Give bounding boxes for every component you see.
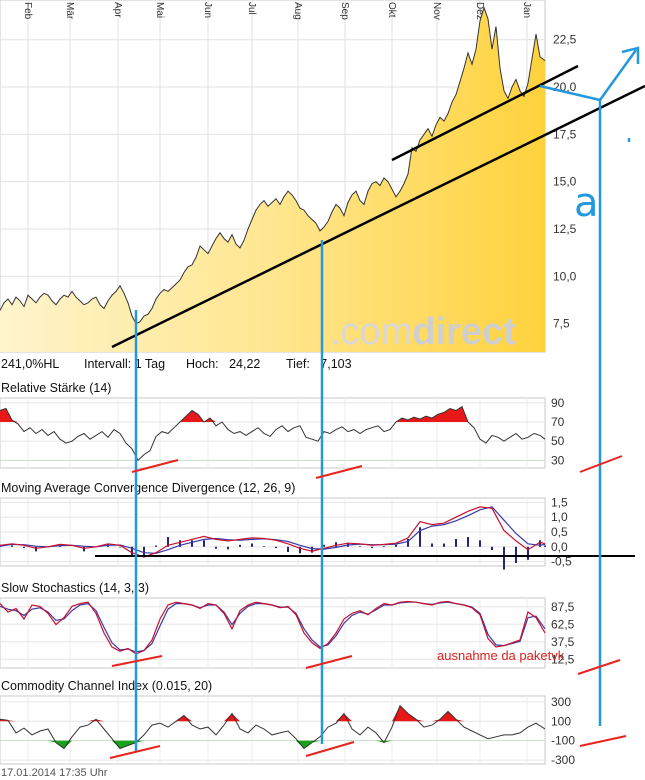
red-mark-stoch-1 bbox=[111, 655, 163, 667]
y-tick: 0,0 bbox=[551, 540, 568, 554]
red-mark-rsi-1 bbox=[131, 459, 179, 473]
macd-title: Moving Average Convergence Divergence (1… bbox=[1, 481, 295, 495]
cci-panel: 300 100 -100 -300 bbox=[0, 695, 575, 767]
red-mark-stoch-2 bbox=[305, 655, 353, 669]
y-tick: 0,5 bbox=[551, 525, 568, 539]
month-label: Jan bbox=[521, 2, 532, 18]
month-label: Feb bbox=[22, 2, 33, 20]
trendline-upper bbox=[391, 64, 579, 162]
stoch-panel: 87,5 62,5 37,5 12,5 bbox=[0, 597, 575, 669]
price-y-tick: 17,5 bbox=[553, 127, 577, 141]
y-tick: 50 bbox=[551, 434, 565, 448]
red-mark-cci-3 bbox=[579, 735, 627, 747]
y-tick: -300 bbox=[551, 753, 575, 767]
price-y-tick: 15,0 bbox=[553, 175, 577, 189]
panel-frame bbox=[0, 695, 546, 765]
cci-title: Commodity Channel Index (0.015, 20) bbox=[1, 679, 212, 693]
rsi-line bbox=[0, 405, 546, 462]
month-label: Sep bbox=[339, 2, 350, 20]
interval-label: Intervall: 1 Tag bbox=[84, 357, 165, 371]
y-tick: 90 bbox=[551, 396, 565, 410]
handwritten-letter: a bbox=[574, 180, 599, 226]
month-label: Okt bbox=[386, 2, 397, 18]
month-label: Nov bbox=[431, 2, 442, 20]
month-label: Jul bbox=[246, 2, 257, 15]
stoch-title: Slow Stochastics (14, 3, 3) bbox=[1, 581, 149, 595]
y-tick: -100 bbox=[551, 734, 575, 748]
rsi-panel: 90 70 50 30 bbox=[0, 396, 565, 469]
low-label: Tief: 7,103 bbox=[286, 357, 352, 371]
y-tick: 30 bbox=[551, 453, 565, 467]
month-label: Mai bbox=[154, 2, 165, 18]
month-label: Mär bbox=[64, 2, 75, 20]
y-tick: 300 bbox=[551, 695, 571, 709]
price-y-tick: 7,5 bbox=[553, 317, 570, 331]
oversold-fill bbox=[0, 740, 545, 749]
price-area bbox=[0, 7, 545, 352]
month-label: Aug bbox=[292, 2, 303, 20]
y-tick: 1,0 bbox=[551, 510, 568, 524]
red-mark-stoch-3 bbox=[577, 659, 621, 675]
macd-line bbox=[0, 506, 546, 558]
red-mark-cci-1 bbox=[109, 745, 161, 759]
price-line bbox=[0, 5, 546, 325]
y-tick: 12,5 bbox=[551, 652, 575, 666]
overbought-fill bbox=[0, 705, 545, 722]
y-tick: 1,5 bbox=[551, 495, 568, 509]
stoch-k-line bbox=[0, 600, 546, 655]
month-label: Dez bbox=[474, 2, 485, 20]
rsi-title: Relative Stärke (14) bbox=[1, 381, 111, 395]
month-label: Apr bbox=[112, 2, 123, 18]
y-tick: 37,5 bbox=[551, 635, 575, 649]
annotation-note: ausnahme da paketvk bbox=[437, 648, 565, 663]
up-arrow bbox=[598, 46, 640, 101]
watermark: .comdirect bbox=[330, 311, 516, 353]
red-mark-cci-2 bbox=[305, 741, 355, 757]
annotations: a ausnahme da paketvk bbox=[95, 46, 645, 759]
price-info-bar: 241,0%HL Intervall: 1 Tag Hoch: 24,22 Ti… bbox=[1, 357, 352, 371]
trendline-lower bbox=[111, 84, 645, 349]
y-tick: -0,5 bbox=[551, 555, 572, 569]
cci-line bbox=[0, 704, 546, 750]
price-y-tick: 12,5 bbox=[553, 222, 577, 236]
y-tick: 62,5 bbox=[551, 617, 575, 631]
y-tick: 100 bbox=[551, 714, 571, 728]
y-tick: 70 bbox=[551, 415, 565, 429]
macd-panel: 1,51,00,50,0-0,5 bbox=[0, 495, 572, 570]
price-y-tick: 22,5 bbox=[553, 33, 577, 47]
red-mark-rsi-3 bbox=[579, 455, 623, 473]
price-y-tick: 10,0 bbox=[553, 269, 577, 283]
perf-label: 241,0%HL bbox=[1, 357, 59, 371]
red-mark-rsi-2 bbox=[315, 465, 363, 479]
timestamp: 17.01.2014 17:35 Uhr bbox=[1, 767, 108, 779]
price-y-ticks: 7,510,012,515,017,520,022,5 bbox=[553, 33, 577, 331]
y-tick: 87,5 bbox=[551, 600, 575, 614]
month-labels: Feb Mär Apr Mai Jun Jul Aug Sep Okt Nov Dez Jan bbox=[22, 2, 532, 20]
high-label: Hoch: 24,22 bbox=[186, 357, 260, 371]
month-label: Jun bbox=[202, 2, 213, 18]
price-panel: Feb Mär Apr Mai Jun Jul Aug Sep Okt Nov Dez Jan .co… bbox=[0, 0, 577, 353]
